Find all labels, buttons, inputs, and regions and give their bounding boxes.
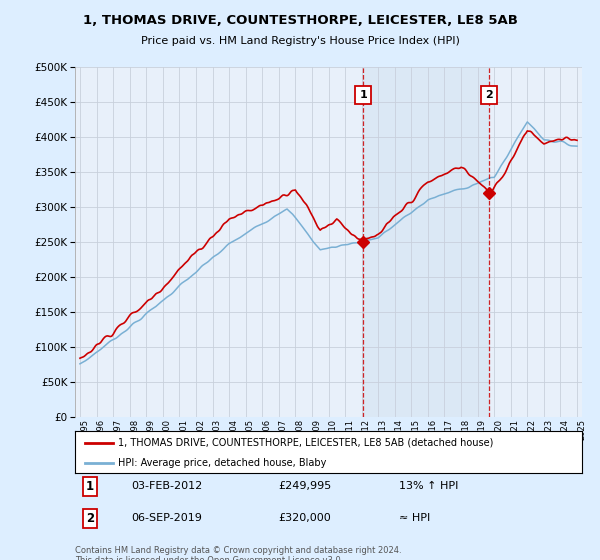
Text: 2006: 2006 [262, 419, 271, 440]
Text: 1997: 1997 [113, 419, 122, 440]
Text: 1998: 1998 [130, 419, 139, 440]
Text: 2012: 2012 [362, 419, 371, 440]
Text: 2017: 2017 [445, 419, 454, 440]
Text: 2022: 2022 [527, 419, 536, 440]
Text: 2007: 2007 [279, 419, 288, 440]
Text: 1: 1 [86, 479, 94, 493]
Text: 1, THOMAS DRIVE, COUNTESTHORPE, LEICESTER, LE8 5AB (detached house): 1, THOMAS DRIVE, COUNTESTHORPE, LEICESTE… [118, 438, 493, 448]
Text: 2011: 2011 [345, 419, 354, 440]
Text: 2003: 2003 [212, 419, 221, 440]
Text: 1, THOMAS DRIVE, COUNTESTHORPE, LEICESTER, LE8 5AB: 1, THOMAS DRIVE, COUNTESTHORPE, LEICESTE… [83, 14, 517, 27]
Text: 2005: 2005 [245, 419, 254, 440]
Text: 2018: 2018 [461, 419, 470, 440]
Text: 2015: 2015 [412, 419, 421, 440]
Text: 2004: 2004 [229, 419, 238, 440]
Text: 03-FEB-2012: 03-FEB-2012 [131, 481, 202, 491]
Text: 1995: 1995 [80, 419, 89, 440]
Text: Contains HM Land Registry data © Crown copyright and database right 2024.
This d: Contains HM Land Registry data © Crown c… [75, 546, 401, 560]
Text: HPI: Average price, detached house, Blaby: HPI: Average price, detached house, Blab… [118, 458, 326, 468]
Text: Price paid vs. HM Land Registry's House Price Index (HPI): Price paid vs. HM Land Registry's House … [140, 36, 460, 46]
Text: 2008: 2008 [295, 419, 304, 440]
Text: 2009: 2009 [312, 419, 321, 440]
Text: 2002: 2002 [196, 419, 205, 440]
Text: 1996: 1996 [97, 419, 106, 440]
Text: 13% ↑ HPI: 13% ↑ HPI [400, 481, 459, 491]
Text: 2021: 2021 [511, 419, 520, 440]
Bar [363, 67, 489, 417]
Text: 2016: 2016 [428, 419, 437, 440]
Text: ≈ HPI: ≈ HPI [400, 514, 431, 523]
Text: 06-SEP-2019: 06-SEP-2019 [131, 514, 202, 523]
Text: 2019: 2019 [478, 419, 487, 440]
Text: 2000: 2000 [163, 419, 172, 440]
Text: 2010: 2010 [329, 419, 337, 440]
Text: 1: 1 [359, 90, 367, 100]
Text: 2023: 2023 [544, 419, 553, 440]
Text: 2020: 2020 [494, 419, 503, 440]
Text: 2001: 2001 [179, 419, 188, 440]
Text: 2014: 2014 [395, 419, 404, 440]
Text: 2: 2 [485, 90, 493, 100]
Text: £249,995: £249,995 [278, 481, 331, 491]
Text: 2013: 2013 [378, 419, 387, 440]
Text: 2024: 2024 [560, 419, 569, 440]
Text: 1999: 1999 [146, 419, 155, 440]
Text: 2025: 2025 [577, 419, 586, 440]
Text: 2: 2 [86, 512, 94, 525]
Text: £320,000: £320,000 [278, 514, 331, 523]
